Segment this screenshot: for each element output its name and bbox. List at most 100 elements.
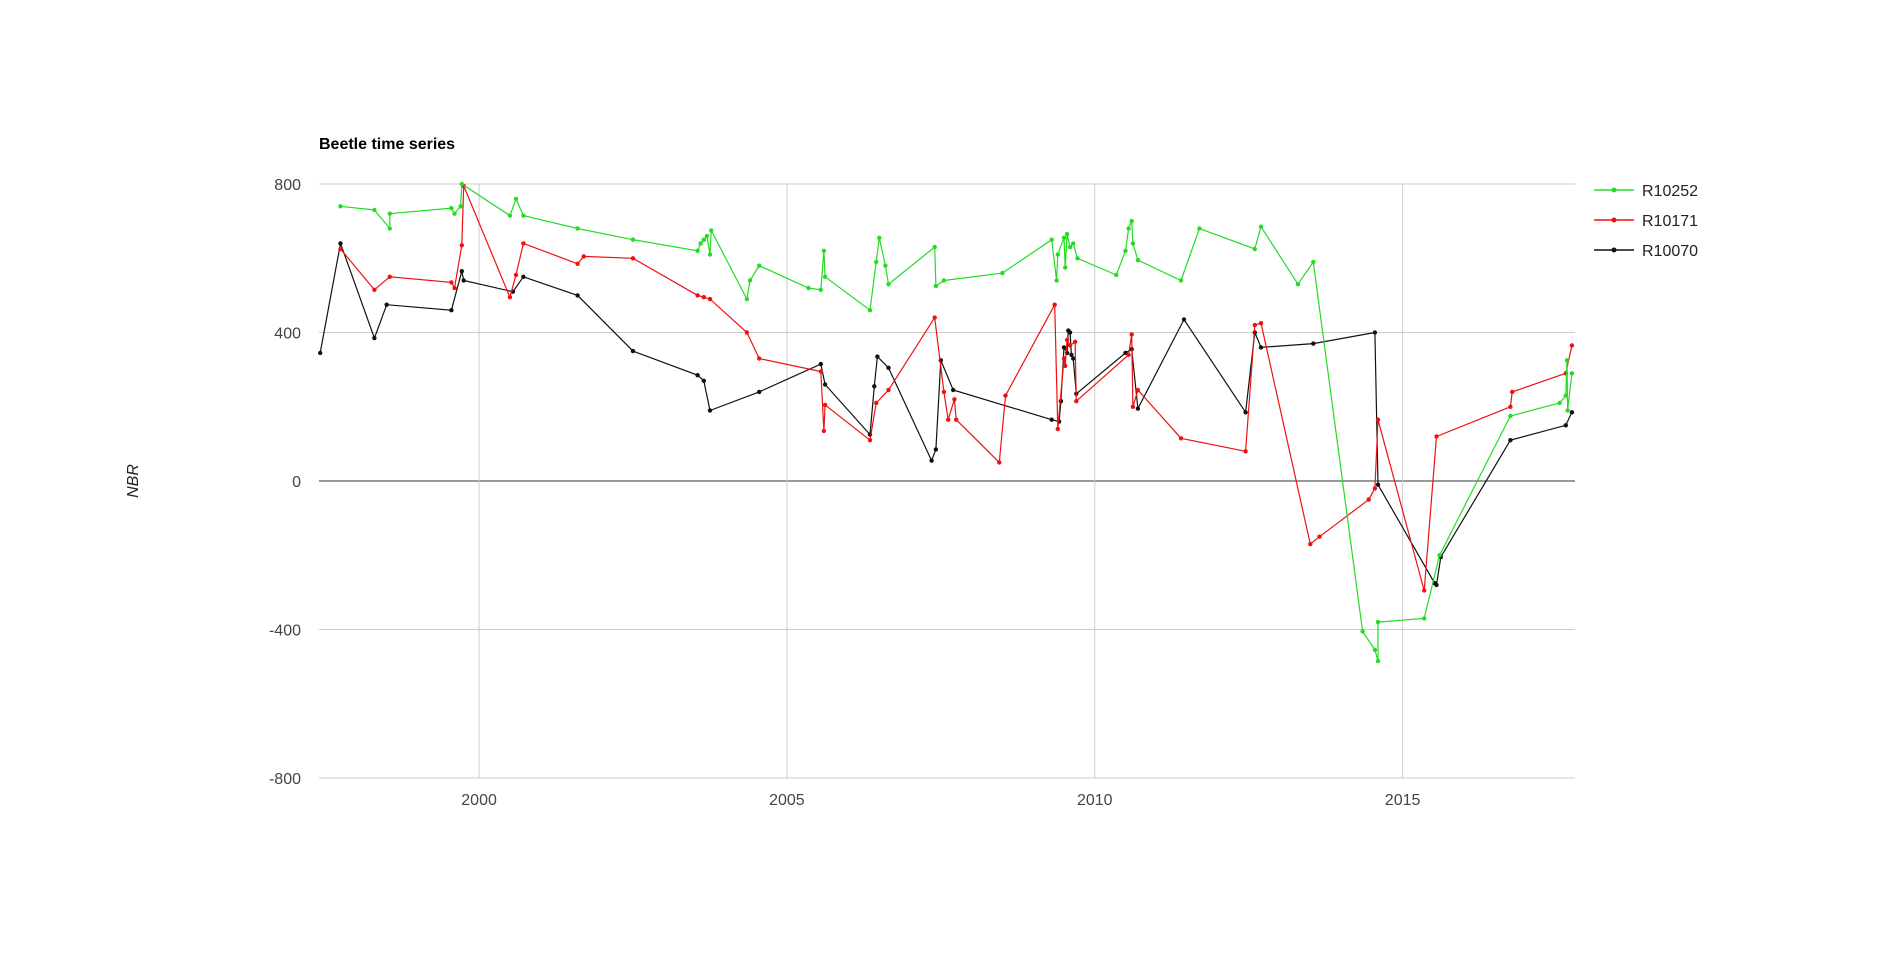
data-point <box>929 458 934 463</box>
data-point <box>1252 322 1258 328</box>
data-point <box>1069 352 1074 357</box>
data-point <box>372 335 377 341</box>
data-point <box>1311 341 1316 346</box>
data-point <box>575 261 580 266</box>
data-point <box>704 233 710 239</box>
y-tick-label: 400 <box>274 326 301 343</box>
data-point <box>1243 449 1248 454</box>
data-point <box>630 256 636 261</box>
data-point <box>1569 343 1575 348</box>
data-point <box>513 196 519 202</box>
data-point <box>1508 413 1513 419</box>
data-point <box>387 211 392 216</box>
data-point <box>387 226 392 231</box>
data-point <box>1049 417 1054 422</box>
data-point <box>707 252 713 257</box>
data-point <box>872 384 877 389</box>
data-point <box>372 287 377 292</box>
data-point <box>822 274 828 279</box>
data-point <box>1564 358 1570 363</box>
y-tick-label: -800 <box>269 771 301 788</box>
data-point <box>513 272 519 278</box>
data-point <box>707 408 713 413</box>
data-point <box>372 207 377 213</box>
data-point <box>1372 647 1378 653</box>
data-point <box>318 350 323 356</box>
data-point <box>1129 218 1134 224</box>
data-point <box>695 293 700 298</box>
legend-swatch-marker <box>1611 187 1617 193</box>
y-tick-label: 0 <box>292 474 301 491</box>
data-point <box>1434 434 1439 439</box>
data-point <box>701 237 706 242</box>
data-point <box>1126 226 1131 231</box>
data-point <box>1258 345 1264 350</box>
grid <box>319 183 1575 779</box>
data-point <box>630 237 636 242</box>
data-point <box>1071 241 1076 246</box>
data-point <box>1372 330 1378 335</box>
data-point <box>1067 343 1073 348</box>
data-point <box>1075 256 1080 261</box>
data-point <box>1130 241 1136 246</box>
data-point <box>821 428 827 434</box>
legend-swatch-marker <box>1611 247 1617 253</box>
chart-title: Beetle time series <box>319 136 455 153</box>
data-point <box>709 228 714 233</box>
data-point <box>1510 389 1515 395</box>
data-point <box>695 248 700 253</box>
data-point <box>701 378 706 383</box>
data-point <box>1052 302 1057 307</box>
data-point <box>997 460 1002 465</box>
data-point <box>757 389 762 395</box>
data-point <box>1508 438 1513 443</box>
data-point <box>1114 272 1119 278</box>
data-point <box>1071 356 1076 361</box>
data-point <box>1434 582 1439 588</box>
data-point <box>384 302 389 307</box>
data-point <box>806 285 811 291</box>
series-line <box>340 182 1573 662</box>
data-point <box>1508 404 1513 409</box>
data-point <box>747 278 753 283</box>
data-point <box>1063 363 1068 369</box>
data-point <box>1178 278 1184 283</box>
data-point <box>874 400 879 406</box>
legend[interactable]: R10252 R10171 R10070 <box>1594 183 1698 260</box>
data-point <box>757 263 762 268</box>
data-point <box>459 243 464 248</box>
data-point <box>575 226 580 231</box>
x-tick-label: 2005 <box>769 792 805 809</box>
data-point <box>744 296 750 302</box>
data-point <box>1067 244 1073 250</box>
data-point <box>575 293 580 298</box>
data-point <box>1063 265 1068 270</box>
y-axis-label: NBR <box>125 464 142 498</box>
data-point <box>886 387 891 393</box>
legend-label: R10070 <box>1642 243 1698 260</box>
data-point <box>1000 270 1005 276</box>
data-point <box>1054 278 1059 283</box>
y-tick-label: -400 <box>269 623 301 640</box>
data-point <box>1123 248 1128 253</box>
legend-item-R10252[interactable]: R10252 <box>1594 183 1698 200</box>
data-point <box>933 283 939 289</box>
series-group <box>318 181 1575 664</box>
legend-item-R10070[interactable]: R10070 <box>1594 243 1698 260</box>
data-point <box>459 269 464 274</box>
legend-item-R10171[interactable]: R10171 <box>1594 213 1698 230</box>
data-point <box>1178 436 1184 441</box>
data-point <box>452 285 457 291</box>
series-R10070 <box>318 241 1575 588</box>
legend-swatch-marker <box>1611 217 1617 223</box>
data-point <box>954 417 959 422</box>
legend-label: R10252 <box>1642 183 1698 200</box>
legend-label: R10171 <box>1642 213 1698 230</box>
y-tick-label: 800 <box>274 177 301 194</box>
data-point <box>581 254 586 259</box>
data-point <box>1252 246 1258 252</box>
data-point <box>1197 226 1202 231</box>
series-line <box>319 241 1573 587</box>
data-point <box>1295 282 1301 287</box>
data-point <box>1135 387 1141 393</box>
